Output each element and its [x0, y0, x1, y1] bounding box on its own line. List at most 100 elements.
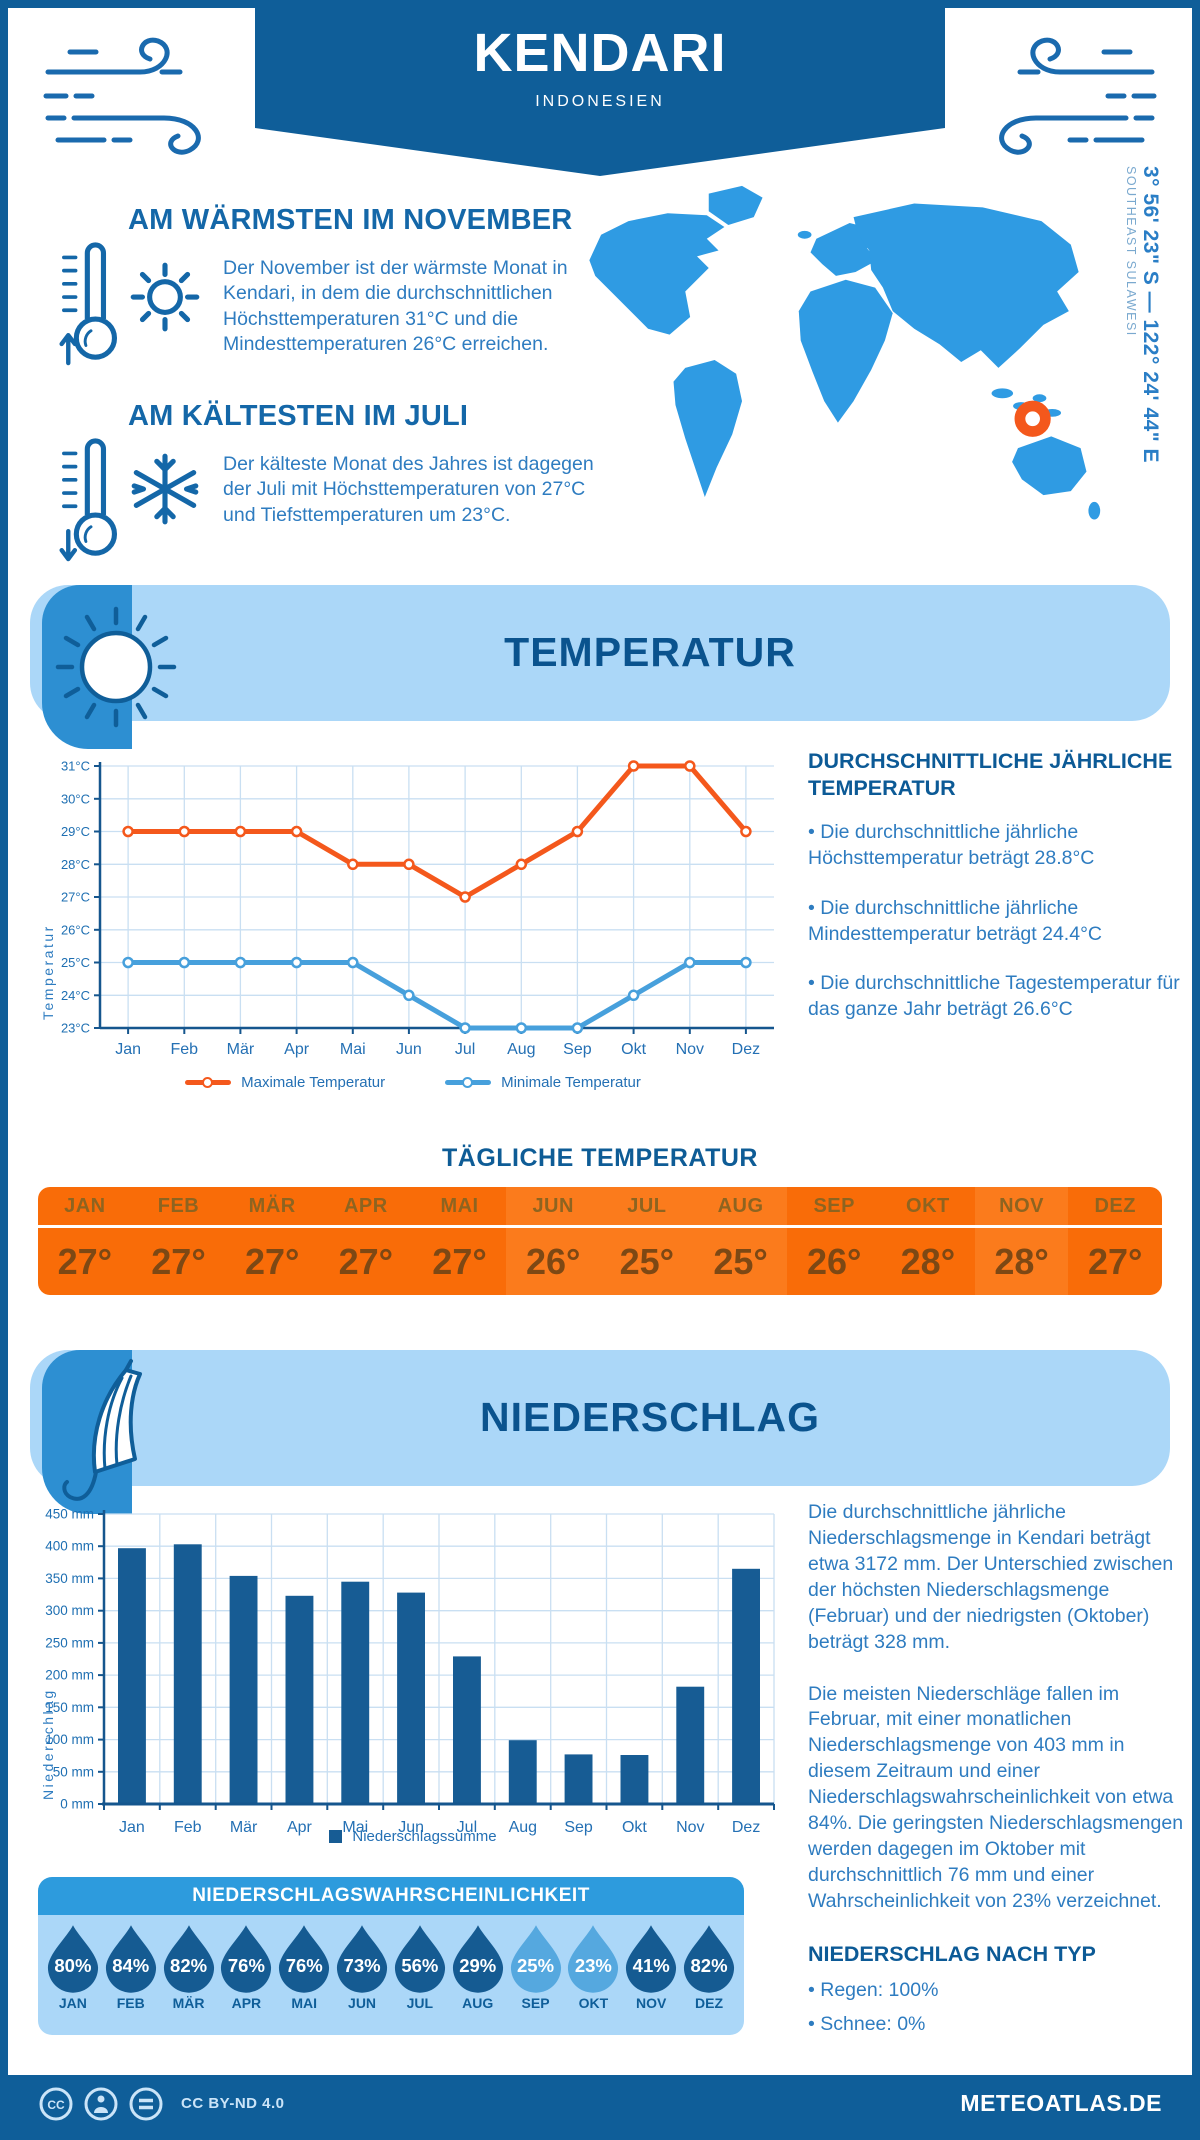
- y-tick-label: 250 mm: [45, 1635, 94, 1650]
- x-tick-label: Sep: [563, 1041, 592, 1058]
- daily-temp-month: AUG: [693, 1187, 788, 1228]
- water-drop-icon: [163, 1925, 214, 1993]
- bar: [508, 1740, 537, 1804]
- coldest-month-block: AM KÄLTESTEN IM JULI Der kälteste Monat …: [58, 400, 628, 580]
- y-tick-label: 29°C: [61, 824, 90, 839]
- y-tick-label: 23°C: [61, 1021, 90, 1036]
- daily-temp-value: 27°: [432, 1240, 487, 1282]
- bar: [118, 1548, 146, 1804]
- temperature-summary-title: DURCHSCHNITTLICHE JÄHRLICHE TEMPERATUR: [808, 749, 1173, 800]
- data-point: [740, 956, 752, 969]
- max-legend-label: Maximale Temperatur: [241, 1074, 386, 1091]
- y-tick-label: 26°C: [61, 922, 90, 937]
- temperature-line-chart: 23°C 24°C 25°C 26°C 27°C 28°C 29°C 30°C 31°C Jan F…: [61, 759, 774, 1058]
- thermometer-up-icon: [59, 242, 118, 366]
- data-point: [571, 1022, 584, 1034]
- data-point: [178, 825, 191, 838]
- x-tick-label: Dez: [732, 1819, 760, 1836]
- drop-percentage: 82%: [170, 1955, 208, 1976]
- daily-temp-column: OKT 28°: [881, 1187, 975, 1295]
- water-drop-icon: [626, 1925, 677, 1993]
- x-tick-label: Jul: [457, 1819, 477, 1836]
- precip-paragraph-2: Die meisten Niederschläge fallen im Febr…: [808, 1682, 1184, 1912]
- rain-probability-drop: 82% DEZ: [682, 1923, 737, 2029]
- rain-probability-drop: 23% OKT: [566, 1923, 621, 2029]
- data-point: [684, 760, 696, 772]
- rain-probability-drop: 41% NOV: [624, 1923, 679, 2029]
- water-drop-icon: [47, 1925, 98, 1993]
- daily-temp-month: JUN: [506, 1187, 601, 1228]
- daily-temp-value: 28°: [994, 1240, 1049, 1282]
- cc-icon: CC: [39, 2087, 73, 2120]
- bar: [229, 1575, 258, 1804]
- precip-paragraph-1: Die durchschnittliche jährliche Niedersc…: [808, 1501, 1174, 1653]
- coordinates-text: 3° 56' 23" S — 122° 24' 44" E: [1139, 166, 1162, 464]
- drop-percentage: 25%: [517, 1955, 555, 1976]
- precipitation-section-banner: NIEDERSCHLAG: [30, 1350, 1170, 1514]
- drop-month: NOV: [636, 1995, 667, 2011]
- drop-percentage: 84%: [112, 1955, 150, 1976]
- snow-type-bullet: • Schnee: 0%: [808, 2012, 926, 2035]
- daily-temp-month: OKT: [881, 1187, 975, 1228]
- data-point: [684, 956, 696, 969]
- daily-temp-value: 28°: [900, 1240, 956, 1282]
- drop-percentage: 41%: [632, 1955, 670, 1976]
- drop-month: DEZ: [695, 1995, 724, 2011]
- drop-month: APR: [231, 1995, 262, 2011]
- water-drop-icon: [510, 1925, 561, 1993]
- data-point: [290, 825, 303, 838]
- water-drop-icon: [683, 1925, 735, 1993]
- rain-probability-drop: 56% JUL: [392, 1923, 447, 2029]
- data-point: [403, 989, 415, 1002]
- license-label: CC BY-ND 4.0: [181, 2095, 285, 2112]
- bullet-min-avg: • Die durchschnittliche jährliche Mindes…: [808, 896, 1102, 945]
- daily-temp-column: FEB 27°: [131, 1187, 226, 1295]
- temperature-section-title: TEMPERATUR: [504, 629, 796, 675]
- daily-temp-column: JUN 26°: [506, 1187, 601, 1295]
- temperature-chart-block: 23°C 24°C 25°C 26°C 27°C 28°C 29°C 30°C 31°C Jan F…: [38, 750, 788, 1070]
- location-marker: [1014, 400, 1051, 437]
- daily-temp-value: 27°: [1088, 1240, 1143, 1282]
- snowflake-icon: [131, 453, 199, 525]
- daily-temp-month: APR: [319, 1187, 413, 1228]
- drop-month: JUN: [348, 1995, 377, 2011]
- precipitation-text-column: Die durchschnittliche jährliche Niedersc…: [808, 1500, 1186, 2046]
- drop-percentage: 82%: [690, 1955, 728, 1976]
- x-tick-label: Aug: [509, 1819, 537, 1836]
- x-tick-label: Mai: [340, 1041, 366, 1058]
- bar: [564, 1754, 593, 1804]
- water-drop-icon: [105, 1925, 156, 1993]
- region-text: SOUTHEAST SULAWESI: [1124, 166, 1138, 337]
- precip-type-title: NIEDERSCHLAG NACH TYP: [808, 1941, 1096, 1966]
- y-tick-label: 25°C: [61, 955, 90, 970]
- daily-temp-month: FEB: [131, 1187, 226, 1228]
- x-tick-label: Mär: [227, 1041, 255, 1058]
- daily-temp-column: DEZ 27°: [1068, 1187, 1162, 1295]
- data-point: [515, 1022, 528, 1034]
- daily-temp-column: AUG 25°: [693, 1187, 788, 1295]
- precipitation-legend: Niederschlagssumme: [38, 1828, 788, 1845]
- daily-temp-value: 25°: [619, 1240, 675, 1282]
- daily-temperature-table: JAN 27° FEB 27° MÄR 27° APR 27° MAI 27° JUN 26° JUL 2…: [38, 1187, 1162, 1295]
- precipitation-section-title: NIEDERSCHLAG: [479, 1394, 821, 1440]
- data-point: [347, 956, 359, 969]
- y-tick-label: 24°C: [61, 988, 90, 1003]
- daily-temp-month: JAN: [38, 1187, 132, 1228]
- data-point: [459, 891, 471, 903]
- bar: [397, 1592, 425, 1804]
- daily-temp-month: DEZ: [1068, 1187, 1162, 1228]
- x-tick-label: Feb: [171, 1041, 199, 1058]
- drop-percentage: 23%: [574, 1955, 612, 1976]
- drop-month: MAI: [291, 1995, 318, 2011]
- daily-temp-value: 26°: [525, 1240, 581, 1282]
- temperature-legend: Maximale Temperatur Minimale Temperatur: [38, 1074, 788, 1091]
- drop-month: JUL: [406, 1995, 434, 2011]
- drop-month: FEB: [116, 1995, 145, 2011]
- y-tick-label: 200 mm: [45, 1668, 94, 1683]
- legend-item-precip-sum: Niederschlagssumme: [329, 1828, 497, 1845]
- y-tick-label: 400 mm: [45, 1539, 94, 1554]
- y-tick-label: 100 mm: [45, 1732, 94, 1747]
- data-point: [290, 956, 303, 969]
- daily-temp-month: NOV: [974, 1187, 1069, 1228]
- warmest-text: Der November ist der wärmste Monat in Ke…: [223, 257, 568, 356]
